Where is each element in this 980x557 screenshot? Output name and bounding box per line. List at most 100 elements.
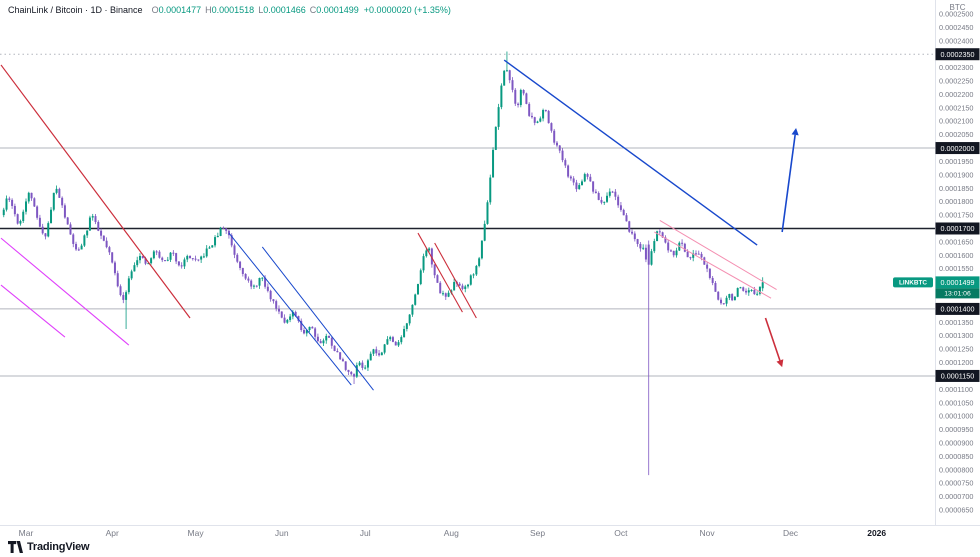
candle xyxy=(717,291,720,301)
time-axis[interactable]: Mar Apr May Jun Jul Aug Sep Oct Nov Dec 2026 xyxy=(0,525,980,539)
price-axis-label: 0.0000700 xyxy=(939,492,974,501)
channel-blue-b[interactable] xyxy=(261,246,374,391)
candle xyxy=(400,335,403,345)
price-level-badge xyxy=(935,48,980,61)
channel-pink-b[interactable] xyxy=(659,220,777,291)
candle xyxy=(416,283,419,295)
candle xyxy=(113,260,116,276)
candle xyxy=(464,284,467,293)
candle xyxy=(681,239,684,247)
candle xyxy=(530,112,533,119)
price-axis-label: 0.0001250 xyxy=(939,345,974,354)
candle xyxy=(611,190,614,193)
candle xyxy=(372,348,375,356)
channel-pink-a[interactable] xyxy=(654,231,772,299)
candle xyxy=(41,223,44,235)
last-price-symbol-tag xyxy=(893,277,933,288)
candle xyxy=(25,198,27,215)
candle xyxy=(300,318,303,332)
candle xyxy=(444,292,447,300)
candle xyxy=(189,255,192,259)
candle xyxy=(664,235,667,244)
time-axis-label: Nov xyxy=(700,528,716,538)
candle xyxy=(511,77,514,93)
candle xyxy=(52,192,55,212)
candle xyxy=(380,351,383,356)
channel-magenta-a[interactable] xyxy=(0,237,130,346)
chart-legend[interactable]: ChainLink / Bitcoin · 1D · Binance O0.000… xyxy=(8,4,451,16)
channel-red-a[interactable] xyxy=(417,232,463,313)
candle xyxy=(80,243,83,250)
candle xyxy=(422,253,425,273)
price-axis-label: 0.0001000 xyxy=(939,412,974,421)
candle xyxy=(564,158,567,168)
close-value: 0.0001499 xyxy=(316,5,359,15)
downtrend-blue-main[interactable] xyxy=(503,59,758,246)
price-axis-label: 0.0001050 xyxy=(939,398,974,407)
candle xyxy=(517,102,520,108)
last-price-badge xyxy=(935,276,980,289)
candle xyxy=(341,357,344,362)
candle xyxy=(594,189,597,194)
candle xyxy=(578,183,581,190)
candle xyxy=(330,336,333,349)
downtrend-red-left[interactable] xyxy=(0,64,191,319)
candle xyxy=(586,172,589,180)
candle xyxy=(669,249,672,252)
arrow-up-blue[interactable] xyxy=(781,127,799,233)
candle xyxy=(222,226,225,229)
candle xyxy=(366,358,369,371)
tradingview-logo[interactable]: TradingView xyxy=(8,541,90,553)
channel-magenta-b[interactable] xyxy=(0,284,66,338)
candle xyxy=(175,252,178,265)
time-axis-label: Mar xyxy=(19,528,34,538)
price-axis-label: 0.0001900 xyxy=(939,170,974,179)
bar-countdown-badge xyxy=(935,288,980,299)
candle xyxy=(697,250,700,255)
price-axis-label: 0.0000850 xyxy=(939,452,974,461)
candle xyxy=(355,362,358,379)
candle xyxy=(389,335,392,342)
candle xyxy=(138,253,141,264)
drawing-objects[interactable] xyxy=(0,59,799,391)
price-axis-label: 0.0001750 xyxy=(939,211,974,220)
price-axis-label: 0.0000950 xyxy=(939,425,974,434)
candle xyxy=(617,194,620,208)
channel-red-b[interactable] xyxy=(434,242,477,319)
tradingview-logo-icon xyxy=(8,541,23,553)
time-axis-label: Oct xyxy=(614,528,628,538)
candle xyxy=(628,220,631,233)
candle xyxy=(63,203,66,219)
candle xyxy=(728,293,731,301)
price-axis-label: 0.0002500 xyxy=(939,10,974,19)
arrow-down-red[interactable] xyxy=(764,317,784,368)
candle xyxy=(97,220,100,232)
candle xyxy=(339,352,342,361)
candle xyxy=(555,140,558,148)
horizontal-levels[interactable] xyxy=(0,53,935,377)
candle xyxy=(394,340,397,346)
channel-blue-a[interactable] xyxy=(228,232,352,386)
candle xyxy=(397,340,400,348)
price-axis-label: 0.0001650 xyxy=(939,237,974,246)
candle xyxy=(592,181,595,194)
candle xyxy=(581,179,583,186)
price-axis-label: 0.0001100 xyxy=(939,385,973,394)
candle xyxy=(608,188,611,198)
candle xyxy=(11,198,14,209)
candle xyxy=(606,192,609,204)
candle xyxy=(328,335,331,339)
price-axis-label: 0.0000800 xyxy=(939,465,974,474)
candle xyxy=(16,213,19,225)
symbol-title[interactable]: ChainLink / Bitcoin · 1D · Binance xyxy=(8,5,143,15)
candle xyxy=(514,88,517,107)
candle xyxy=(522,89,525,96)
price-axis[interactable]: 0.0000650 0.0000700 0.0000750 0.0000800 0.00… xyxy=(935,0,974,526)
candle xyxy=(5,195,8,212)
candle xyxy=(241,267,244,277)
candle xyxy=(211,245,214,248)
candle xyxy=(236,253,239,264)
candle xyxy=(650,248,653,266)
candle xyxy=(742,286,745,292)
